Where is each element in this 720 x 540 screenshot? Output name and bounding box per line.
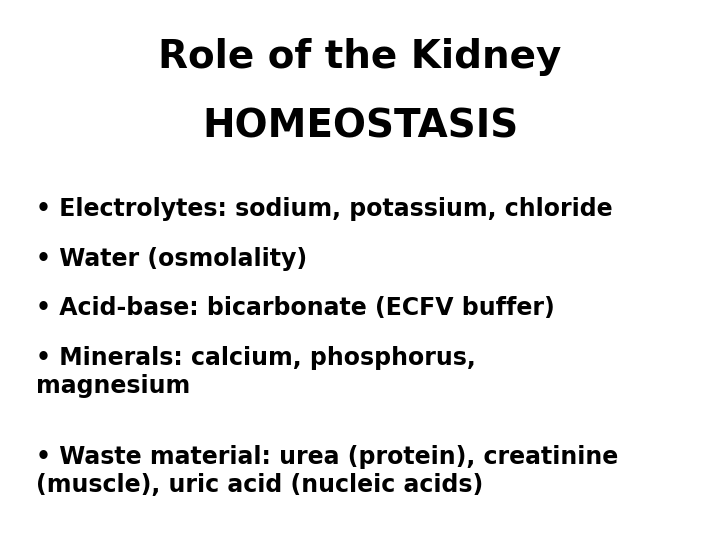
Text: • Water (osmolality): • Water (osmolality) (36, 247, 307, 271)
Text: • Electrolytes: sodium, potassium, chloride: • Electrolytes: sodium, potassium, chlor… (36, 197, 613, 221)
Text: • Minerals: calcium, phosphorus,
magnesium: • Minerals: calcium, phosphorus, magnesi… (36, 346, 476, 398)
Text: • Waste material: urea (protein), creatinine
(muscle), uric acid (nucleic acids): • Waste material: urea (protein), creati… (36, 446, 618, 497)
Text: • Acid-base: bicarbonate (ECFV buffer): • Acid-base: bicarbonate (ECFV buffer) (36, 296, 554, 320)
Text: HOMEOSTASIS: HOMEOSTASIS (202, 108, 518, 146)
Text: Role of the Kidney: Role of the Kidney (158, 38, 562, 76)
